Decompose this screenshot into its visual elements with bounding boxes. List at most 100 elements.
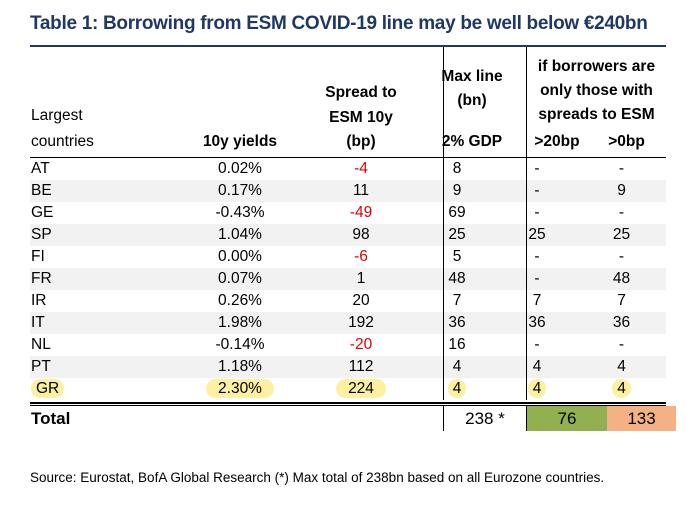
- total-gt20: 76: [527, 406, 607, 431]
- table-row: FI 0.00% -6 5 - -: [30, 246, 666, 268]
- cell-gt20-text: 4: [527, 379, 547, 398]
- cell-max-line: 36: [417, 312, 497, 334]
- cell-yield-text: 1.98%: [218, 314, 262, 331]
- cell-max-line-text: 4: [447, 379, 467, 398]
- cell-max-line: 7: [417, 290, 497, 312]
- cell-spread-text: 98: [352, 226, 370, 243]
- cell-spread-text: -20: [349, 336, 373, 353]
- cell-country-text: AT: [31, 160, 50, 177]
- borrowing-table: Largest countries 10y yields Spread to E…: [30, 47, 676, 431]
- cell-yield-text: 1.18%: [218, 358, 262, 375]
- cell-gt20-text: 25: [528, 226, 546, 243]
- cell-yield: 1.04%: [180, 224, 300, 246]
- table-row: AT 0.02% -4 8 - -: [30, 158, 666, 180]
- header-borrowers-1: if borrowers are: [537, 58, 656, 75]
- total-gt0: 133: [607, 406, 676, 431]
- column-divider: [526, 158, 527, 400]
- header-spread-3: (bp): [346, 133, 376, 150]
- cell-max-line-text: 25: [448, 226, 466, 243]
- cell-spread-text: -4: [354, 160, 368, 177]
- header-rule: [30, 157, 666, 158]
- column-divider: [443, 158, 444, 400]
- cell-yield: 1.98%: [180, 312, 300, 334]
- cell-country: NL: [30, 334, 121, 356]
- cell-gt0: 48: [577, 268, 666, 290]
- total-rule: [30, 402, 666, 404]
- cell-spread-text: 112: [348, 358, 374, 375]
- column-divider: [526, 406, 527, 431]
- cell-max-line-text: 7: [452, 292, 462, 309]
- cell-spread-text: -6: [354, 248, 368, 265]
- table-row: SP 1.04% 98 25 25 25: [30, 224, 666, 246]
- cell-spread-text: -49: [349, 204, 373, 221]
- column-divider: [526, 47, 527, 158]
- cell-gt20: 4: [497, 356, 577, 378]
- table-row: IT 1.98% 192 36 36 36: [30, 312, 666, 334]
- cell-yield: 0.02%: [180, 158, 300, 180]
- cell-max-line: 8: [417, 158, 497, 180]
- cell-yield-text: 0.00%: [218, 248, 262, 265]
- cell-yield-text: 0.07%: [218, 270, 262, 287]
- cell-gt0: 7: [577, 290, 666, 312]
- cell-gt20-text: -: [534, 248, 540, 265]
- cell-gt20-text: 36: [528, 314, 546, 331]
- cell-gt20: 7: [497, 290, 577, 312]
- cell-yield: 0.00%: [180, 246, 300, 268]
- cell-country-text: GR: [31, 379, 65, 398]
- cell-max-line-text: 8: [452, 160, 462, 177]
- cell-gt0: 25: [577, 224, 666, 246]
- header-gt0: >0bp: [608, 133, 645, 150]
- cell-country-text: FI: [31, 248, 45, 265]
- cell-yield: 2.30%: [180, 378, 300, 400]
- cell-yield: 1.18%: [180, 356, 300, 378]
- table-row: GE -0.43% -49 69 - -: [30, 202, 666, 224]
- cell-gt20: -: [497, 334, 577, 356]
- cell-max-line-text: 9: [452, 182, 462, 199]
- cell-gt0: -: [577, 158, 666, 180]
- cell-country-text: GE: [31, 204, 54, 221]
- cell-max-line: 48: [417, 268, 497, 290]
- column-divider: [443, 47, 444, 158]
- cell-yield: 0.17%: [180, 180, 300, 202]
- cell-gt20-text: 7: [532, 292, 542, 309]
- cell-yield-text: 2.30%: [206, 379, 274, 398]
- cell-spread: 224: [305, 378, 417, 400]
- cell-spread: 11: [305, 180, 417, 202]
- cell-max-line: 69: [417, 202, 497, 224]
- cell-country: GR: [30, 378, 121, 400]
- cell-gt20-text: -: [534, 182, 540, 199]
- cell-spread: -49: [305, 202, 417, 224]
- cell-yield-text: 0.02%: [218, 160, 262, 177]
- header-spread-1: Spread to: [325, 84, 397, 101]
- cell-country-text: IT: [31, 314, 45, 331]
- cell-yield: 0.26%: [180, 290, 300, 312]
- cell-gt0: -: [577, 246, 666, 268]
- cell-gt20: -: [497, 246, 577, 268]
- cell-max-line: 9: [417, 180, 497, 202]
- cell-gt20-text: -: [534, 204, 540, 221]
- cell-gt0-text: -: [618, 204, 625, 221]
- cell-spread: -4: [305, 158, 417, 180]
- cell-max-line-text: 4: [452, 358, 462, 375]
- total-max: 238 *: [465, 409, 505, 428]
- cell-gt0-text: -: [618, 160, 625, 177]
- header-maxline-1: Max line: [441, 68, 503, 85]
- cell-country: SP: [30, 224, 121, 246]
- cell-spread-text: 20: [352, 292, 370, 309]
- table-body: AT 0.02% -4 8- - BE 0.17% 11 9-9 GE -0.43% -49 69- - S…: [30, 158, 666, 400]
- table-title: Table 1: Borrowing from ESM COVID-19 lin…: [30, 13, 648, 34]
- cell-gt20-text: -: [534, 336, 540, 353]
- cell-spread: 98: [305, 224, 417, 246]
- header-borrowers-2: only those with: [540, 82, 653, 99]
- cell-country: GE: [30, 202, 121, 224]
- cell-gt0: 4: [577, 378, 666, 400]
- table-row: NL -0.14% -20 16 - -: [30, 334, 666, 356]
- cell-gt0-text: 48: [612, 270, 631, 287]
- header-yields: 10y yields: [202, 133, 278, 150]
- total-label: Total: [31, 409, 71, 428]
- cell-gt0-text: -: [618, 336, 625, 353]
- header-gt20: >20bp: [534, 133, 580, 150]
- table-row: FR 0.07% 1 48 - 48: [30, 268, 666, 290]
- source-note: Source: Eurostat, BofA Global Research (…: [30, 470, 605, 485]
- cell-country-text: FR: [31, 270, 52, 287]
